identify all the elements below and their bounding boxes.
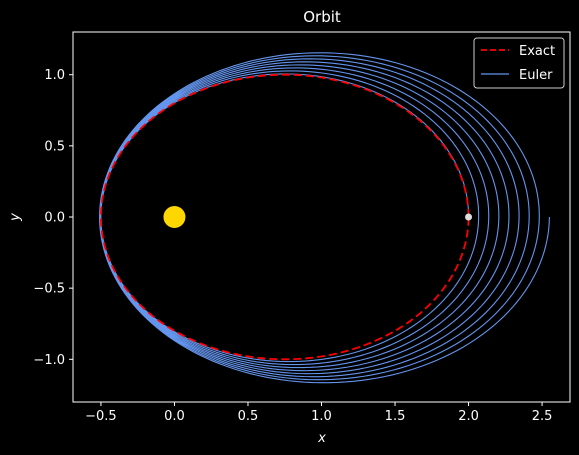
y-tick-label: 1.0 — [44, 68, 65, 83]
x-tick-label: 0.0 — [164, 409, 185, 424]
y-axis-label: y — [8, 213, 23, 222]
y-tick-label: 0.5 — [44, 139, 65, 154]
legend-exact-label: Exact — [519, 44, 555, 59]
x-tick-label: −0.5 — [85, 409, 117, 424]
y-tick-label: −1.0 — [33, 353, 65, 368]
chart-title: Orbit — [303, 8, 341, 26]
plot-area — [99, 52, 550, 384]
x-tick-label: 2.5 — [532, 409, 553, 424]
legend-box — [473, 37, 565, 89]
x-tick-label: 1.5 — [385, 409, 406, 424]
legend: Exact Euler — [473, 37, 565, 89]
legend-euler-label: Euler — [519, 68, 553, 83]
x-tick-label: 0.5 — [238, 409, 259, 424]
y-axis-ticks: −1.0 −0.5 0.0 0.5 1.0 — [33, 68, 73, 368]
y-tick-label: 0.0 — [44, 211, 65, 226]
x-axis-ticks: −0.5 0.0 0.5 1.0 1.5 2.0 2.5 — [85, 402, 552, 424]
series-exact-line — [100, 73, 470, 361]
sun-marker — [163, 206, 186, 228]
series-euler-line — [99, 52, 550, 384]
x-axis-label: x — [317, 431, 326, 446]
start-marker — [465, 213, 473, 221]
series-group — [99, 52, 550, 384]
x-tick-label: 2.0 — [458, 409, 479, 424]
y-tick-label: −0.5 — [33, 282, 65, 297]
x-tick-label: 1.0 — [311, 409, 332, 424]
